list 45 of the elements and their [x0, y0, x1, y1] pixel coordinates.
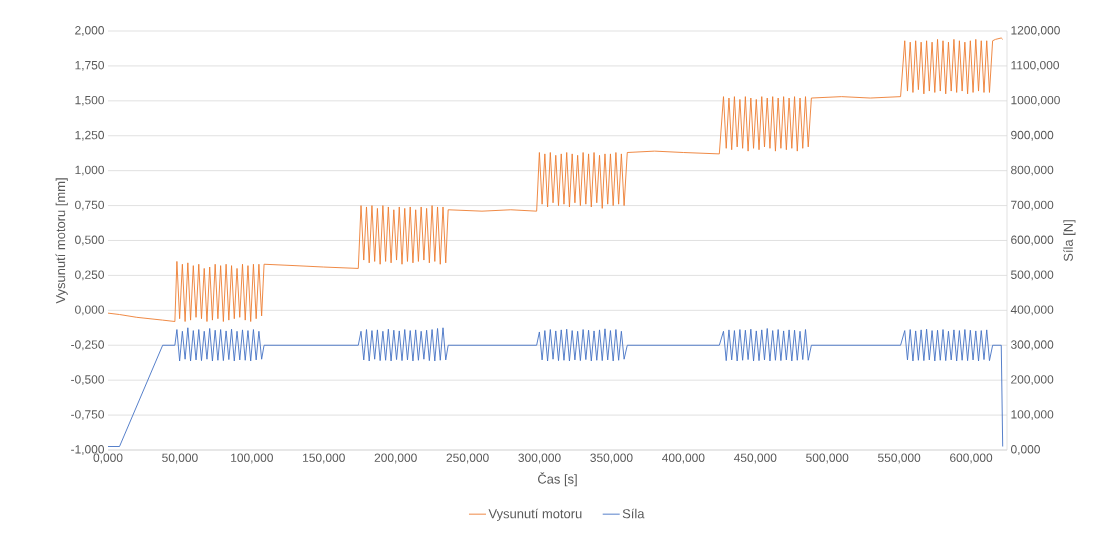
- y2-tick-label: 100,000: [1011, 410, 1054, 421]
- y-tick-label: -0,500: [71, 375, 105, 386]
- x-tick-label: 400,000: [662, 453, 705, 464]
- y-tick-label: 1,500: [75, 95, 105, 106]
- y2-tick-label: 700,000: [1011, 200, 1054, 211]
- legend-label: Vysunutí motoru: [488, 508, 582, 521]
- y-tick-label: -0,750: [71, 410, 105, 421]
- y-tick-label: -0,250: [71, 340, 105, 351]
- y2-tick-label: 200,000: [1011, 375, 1054, 386]
- x-tick-label: 350,000: [590, 453, 633, 464]
- y-tick-label: 1,000: [75, 165, 105, 176]
- y2-tick-label: 500,000: [1011, 270, 1054, 281]
- y2-tick-label: 300,000: [1010, 340, 1054, 351]
- y2-tick-label: 1200,000: [1011, 26, 1060, 36]
- x-tick-label: 100,000: [231, 453, 273, 464]
- y2-tick-label: 1100,000: [1011, 60, 1060, 71]
- y-tick-label: -1,000: [71, 445, 105, 455]
- line-series: [107, 37, 1004, 322]
- x-tick-label: 250,000: [446, 453, 489, 464]
- y2-tick-label: 900,000: [1011, 130, 1054, 141]
- x-tick-label: 550,000: [878, 453, 921, 464]
- x-tick-label: 50,000: [162, 453, 198, 464]
- y-axis-title: Vysunutí motoru [mm]: [55, 178, 68, 304]
- y2-axis-title: Síla [N]: [1063, 220, 1076, 262]
- y-tick-label: 0,250: [75, 270, 105, 281]
- x-axis-title: Čas [s]: [538, 472, 577, 487]
- legend-label: Síla: [622, 508, 645, 519]
- y2-tick-label: 600,000: [1011, 235, 1054, 246]
- y-tick-label: 2,000: [75, 26, 105, 36]
- y2-tick-label: 800,000: [1011, 165, 1054, 176]
- x-tick-label: 450,000: [733, 453, 777, 464]
- x-tick-label: 0,000: [93, 453, 123, 464]
- x-tick-label: 200,000: [374, 453, 417, 464]
- x-tick-label: 500,000: [806, 453, 849, 464]
- y2-tick-label: 0,000: [1011, 445, 1040, 455]
- y-tick-label: 0,750: [75, 200, 105, 211]
- y-tick-label: 0,500: [75, 235, 105, 246]
- x-tick-label: 300,000: [518, 453, 561, 464]
- x-tick-label: 600,000: [950, 453, 993, 464]
- y-tick-label: 0,000: [75, 305, 105, 316]
- y2-tick-label: 1000,000: [1011, 95, 1060, 106]
- y2-tick-label: 400,000: [1010, 305, 1054, 316]
- x-tick-label: 150,000: [303, 453, 345, 464]
- y-tick-label: 1,250: [75, 130, 105, 141]
- y-tick-label: 1,750: [75, 60, 105, 71]
